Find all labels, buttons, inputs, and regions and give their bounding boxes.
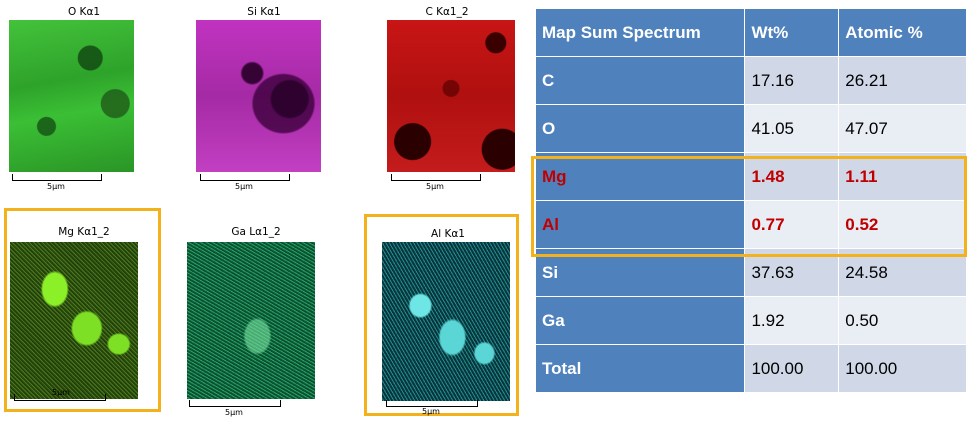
ga-element-map [187, 242, 315, 399]
al-map-highlight [364, 214, 519, 416]
o-element-map [9, 20, 134, 172]
header-atomic-percent: Atomic % [838, 8, 967, 57]
element-label: C [534, 56, 746, 105]
header-map-sum-spectrum: Map Sum Spectrum [534, 8, 746, 57]
header-wt-percent: Wt% [744, 8, 840, 57]
table-rows-highlight [531, 156, 967, 257]
wt-value: 100.00 [744, 344, 840, 393]
atomic-value: 100.00 [838, 344, 967, 393]
atomic-value: 26.21 [838, 56, 967, 105]
scale-label: 5µm [52, 388, 70, 397]
table-row-total: Total 100.00 100.00 [534, 344, 967, 393]
map-title: C Kα1_2 [425, 6, 469, 18]
wt-value: 17.16 [744, 56, 840, 105]
map-panel-c: C Kα1_2 5µm [367, 0, 527, 200]
table-row-highlighted: Mg 1.48 1.11 [534, 152, 967, 201]
map-title: Mg Kα1_2 [58, 226, 110, 238]
scale-label: 5µm [422, 407, 440, 416]
al-element-map [382, 242, 510, 401]
table-header-row: Map Sum Spectrum Wt% Atomic % [534, 8, 967, 57]
si-element-map [196, 20, 321, 172]
table-row: C 17.16 26.21 [534, 56, 967, 105]
atomic-value: 0.52 [838, 200, 967, 249]
map-title: Ga Lα1_2 [231, 226, 281, 238]
map-title: Al Kα1 [431, 228, 465, 240]
c-element-map [387, 20, 515, 172]
map-title: Si Kα1 [247, 6, 281, 18]
table-row: Ga 1.92 0.50 [534, 296, 967, 345]
scale-bar [391, 174, 481, 181]
scale-label: 5µm [47, 182, 65, 191]
map-panel-mg: Mg Kα1_2 5µm [4, 212, 164, 412]
atomic-value: 1.11 [838, 152, 967, 201]
map-panel-al: Al Kα1 5µm [368, 214, 528, 416]
map-title: O Kα1 [67, 6, 101, 18]
scale-bar [386, 400, 478, 407]
element-label: Mg [534, 152, 746, 201]
scale-label: 5µm [235, 182, 253, 191]
mg-element-map [10, 242, 138, 399]
scale-label: 5µm [426, 182, 444, 191]
map-panel-o: O Kα1 5µm [4, 0, 164, 200]
scale-bar [189, 400, 281, 407]
scale-bar [14, 394, 106, 401]
element-label: Al [534, 200, 746, 249]
table-row-highlighted: Al 0.77 0.52 [534, 200, 967, 249]
scale-bar [12, 174, 102, 181]
wt-value: 1.48 [744, 152, 840, 201]
element-label: Total [534, 344, 746, 393]
wt-value: 41.05 [744, 104, 840, 153]
mg-map-highlight [4, 208, 161, 412]
table-row: O 41.05 47.07 [534, 104, 967, 153]
wt-value: 0.77 [744, 200, 840, 249]
scale-label: 5µm [225, 408, 243, 417]
wt-value: 1.92 [744, 296, 840, 345]
element-label: O [534, 104, 746, 153]
scale-bar [200, 174, 290, 181]
atomic-value: 47.07 [838, 104, 967, 153]
map-panel-si: Si Kα1 5µm [184, 0, 344, 200]
map-panel-ga: Ga Lα1_2 5µm [176, 212, 336, 417]
atomic-value: 0.50 [838, 296, 967, 345]
element-label: Ga [534, 296, 746, 345]
